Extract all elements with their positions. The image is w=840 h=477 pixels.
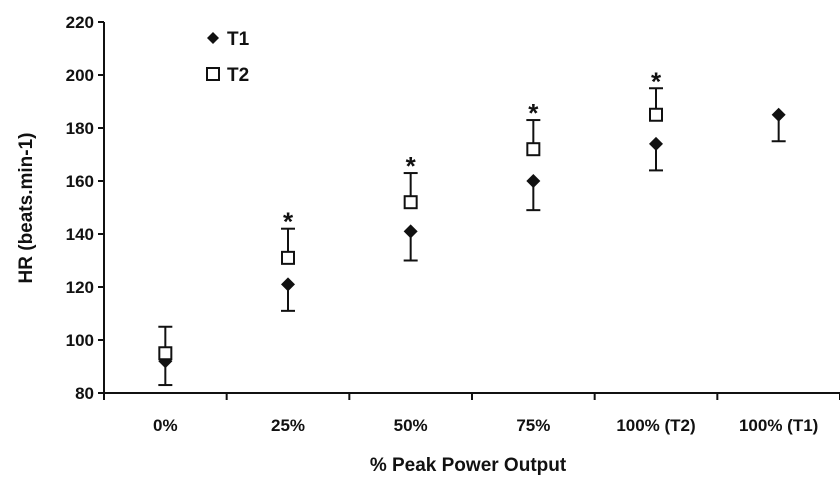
point-t1: [771, 107, 786, 122]
legend-marker-t2: [206, 67, 220, 81]
point-t2: [526, 142, 541, 157]
y-ticks: 80 100 120 140 160 180 200 220: [66, 13, 104, 403]
x-tick-label: 50%: [394, 416, 428, 435]
legend-marker-t1: [207, 32, 219, 44]
x-axis-label: % Peak Power Output: [370, 455, 567, 476]
legend-label-t1: T1: [227, 29, 250, 50]
point-t2: [403, 195, 418, 210]
y-tick-label: 120: [66, 278, 94, 297]
y-tick-label: 80: [75, 384, 94, 403]
y-axis-label: HR (beats.min-1): [16, 133, 37, 284]
x-tick-label: 0%: [153, 416, 178, 435]
x-tick-label: 25%: [271, 416, 305, 435]
point-t2: [281, 250, 295, 265]
point-t1: [403, 224, 418, 239]
x-tick-label: 75%: [516, 416, 550, 435]
significance-asterisk: *: [528, 98, 539, 128]
data-points: [158, 107, 786, 369]
x-ticks: 0% 25% 50% 75% 100% (T2) 100% (T1): [103, 393, 840, 435]
y-tick-label: 160: [66, 172, 94, 191]
significance-asterisk: *: [406, 151, 417, 181]
point-t1: [281, 277, 295, 292]
y-tick-label: 200: [66, 66, 94, 85]
significance-asterisk: *: [651, 66, 662, 96]
significance-markers: * * * *: [283, 66, 662, 236]
point-t2: [158, 346, 173, 361]
y-tick-label: 220: [66, 13, 94, 32]
error-bars: [158, 87, 786, 387]
legend-label-t2: T2: [227, 65, 249, 86]
y-tick-label: 100: [66, 331, 94, 350]
legend: T1 T2: [206, 29, 250, 86]
y-tick-label: 140: [66, 225, 94, 244]
point-t2: [649, 107, 663, 122]
point-t1: [526, 174, 541, 188]
x-tick-label: 100% (T1): [739, 416, 818, 435]
point-t1: [649, 136, 663, 151]
y-tick-label: 180: [66, 119, 94, 138]
significance-asterisk: *: [283, 207, 294, 237]
x-tick-label: 100% (T2): [616, 416, 695, 435]
